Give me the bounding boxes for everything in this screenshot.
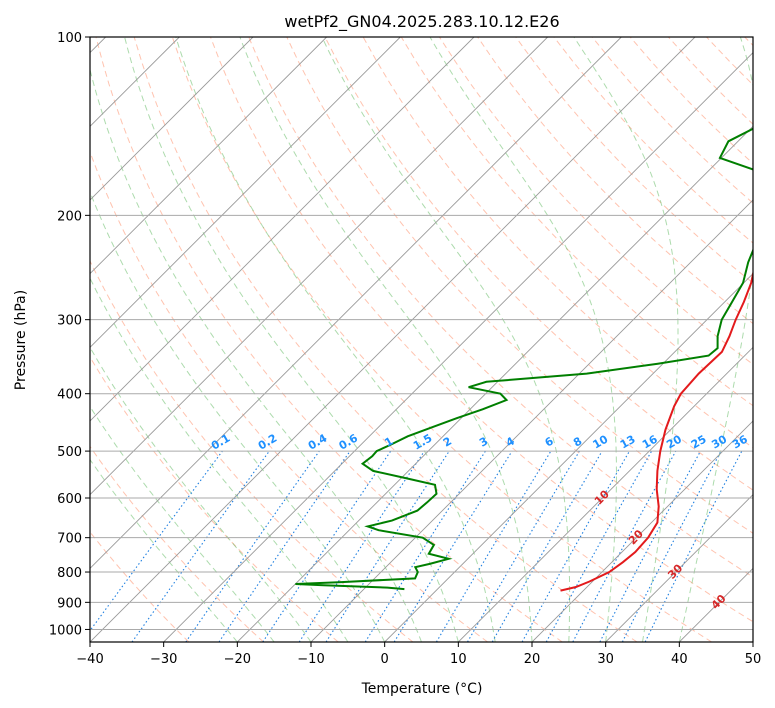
mixing-ratio-line — [521, 450, 630, 642]
dry-adiabat — [210, 37, 753, 623]
y-tick-label: 800 — [57, 566, 82, 581]
isotherm — [458, 346, 753, 642]
dry-adiabat — [90, 259, 414, 642]
y-tick-label: 1000 — [49, 623, 82, 638]
y-tick-label: 700 — [57, 532, 82, 547]
mixing-ratio-line — [644, 450, 743, 642]
mixing-ratio-line — [325, 450, 450, 642]
y-tick-label: 900 — [57, 596, 82, 611]
moist-adiabat — [90, 458, 238, 642]
moist-adiabat — [321, 37, 571, 642]
mixing-ratio-line — [218, 450, 351, 642]
x-tick-label: −40 — [76, 652, 103, 667]
moist-adiabat — [124, 37, 459, 642]
mixing-ratio-line — [131, 450, 270, 642]
isotherm — [531, 420, 753, 642]
isotherm — [384, 273, 753, 642]
plot-frame — [89, 36, 754, 643]
dry-adiabat — [90, 445, 264, 642]
isotherm — [90, 37, 401, 348]
x-tick-label: 20 — [524, 652, 541, 667]
x-tick-label: 0 — [381, 652, 389, 667]
dry-adiabat — [95, 37, 563, 642]
y-tick-label: 200 — [57, 209, 82, 224]
isotherm — [90, 37, 548, 496]
dry-adiabat — [90, 356, 339, 642]
y-tick-label: 500 — [57, 445, 82, 460]
dry-adiabat — [248, 37, 753, 578]
moist-adiabat — [90, 190, 386, 642]
isotherm — [237, 125, 753, 642]
isotherm — [90, 37, 696, 642]
x-tick-label: 30 — [597, 652, 614, 667]
x-tick-label: −30 — [150, 652, 177, 667]
x-axis-label: Temperature (°C) — [361, 681, 483, 697]
moist-adiabat — [429, 37, 617, 642]
isotherm — [90, 37, 254, 201]
x-tick-label: 10 — [450, 652, 467, 667]
profile-lines — [295, 127, 753, 592]
y-axis-label: Pressure (hPa) — [13, 290, 29, 390]
moist-adiabat — [90, 67, 422, 642]
isotherm — [163, 52, 753, 642]
moist-adiabat — [678, 37, 753, 642]
mixing-ratio-line — [262, 450, 392, 642]
mixing-ratio-line — [185, 450, 320, 642]
dewpoint-profile — [295, 127, 753, 591]
y-tick-label: 400 — [57, 388, 82, 403]
y-tick-label: 600 — [57, 492, 82, 507]
x-axis: −40 −30 −20 −10 0 10 20 30 40 50 — [76, 642, 761, 667]
mixing-ratio-line — [90, 450, 223, 632]
isotherm — [310, 199, 753, 642]
y-axis: 100 200 300 400 500 600 700 800 900 1000 — [49, 31, 90, 638]
x-tick-label: 40 — [671, 652, 688, 667]
moist-adiabat — [90, 405, 275, 642]
mixing-ratio-line — [572, 450, 677, 642]
isotherm — [90, 37, 475, 422]
temperature-profile — [560, 269, 753, 592]
dry-adiabat — [286, 37, 753, 534]
dry-adiabat — [133, 37, 638, 642]
isotherm — [605, 494, 753, 642]
isotherm — [90, 37, 622, 569]
isotherm — [90, 37, 327, 275]
x-tick-label: −10 — [297, 652, 324, 667]
dry-adiabat — [171, 37, 712, 642]
x-tick-label: −20 — [224, 652, 251, 667]
moist-adiabat — [239, 37, 533, 642]
mixing-ratio-line — [545, 450, 653, 642]
x-tick-label: 50 — [745, 652, 762, 667]
moist-adiabat — [175, 37, 496, 642]
chart-title: wetPf2_GN04.2025.283.10.12.E26 — [284, 12, 559, 32]
moist-adiabat — [90, 277, 349, 642]
mixing-ratio-line — [298, 450, 425, 642]
moist-adiabat — [573, 37, 679, 642]
dry-adiabat — [324, 37, 753, 491]
mixing-ratio-line — [393, 450, 513, 642]
y-tick-label: 100 — [57, 31, 82, 46]
y-tick-label: 300 — [57, 314, 82, 329]
